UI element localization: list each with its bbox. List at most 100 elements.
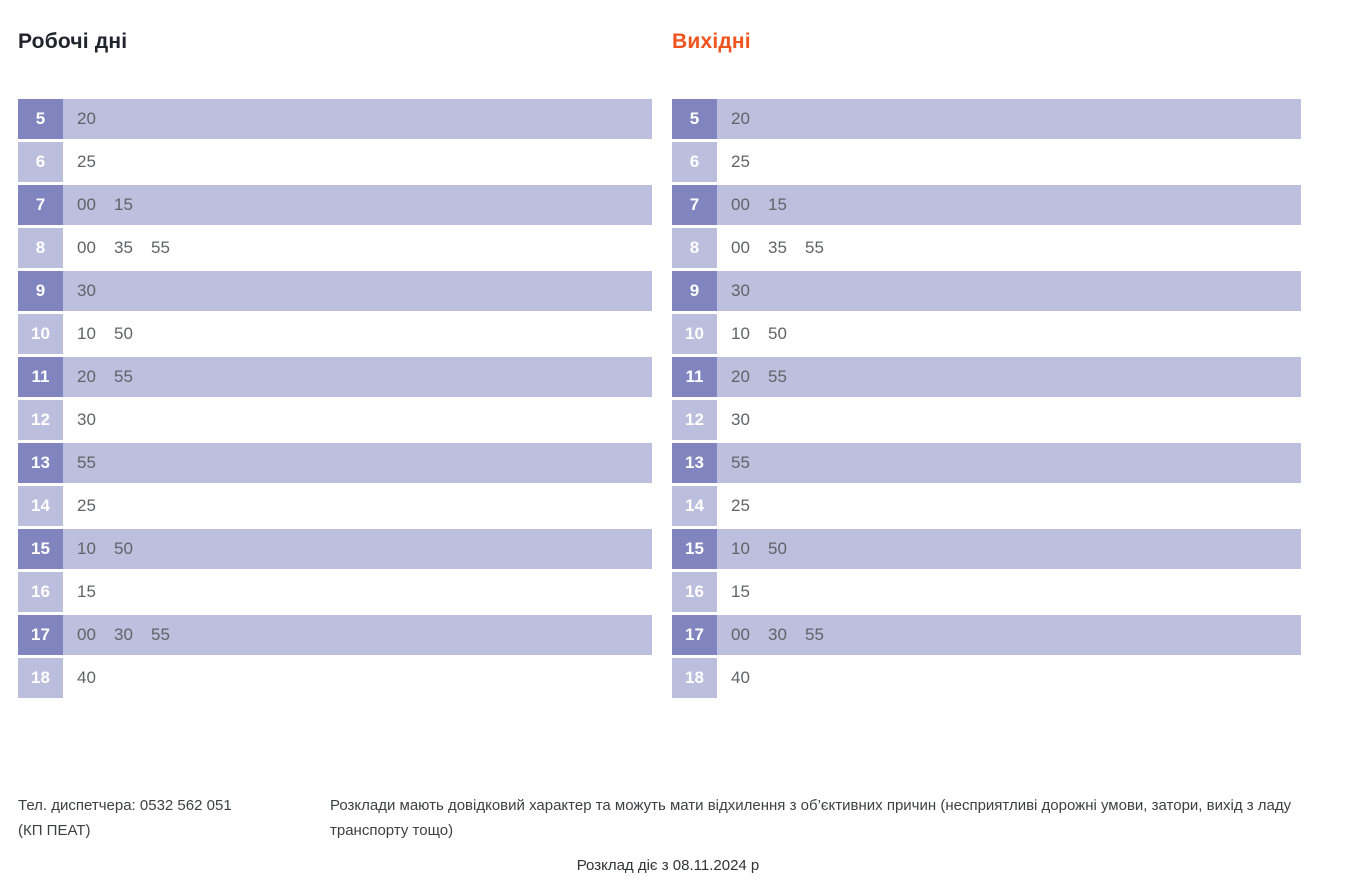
minute-value: 35 (114, 238, 133, 257)
dispatcher-company: (КП ПЕАТ) (18, 822, 91, 839)
hour-badge: 17 (18, 615, 63, 655)
minutes-cell: 25 (717, 486, 1301, 526)
minute-value: 55 (77, 453, 96, 472)
minutes-cell: 15 (63, 572, 652, 612)
minute-value: 15 (77, 582, 96, 601)
minute-value: 15 (768, 195, 787, 214)
schedule-row: 14 25 (18, 486, 652, 526)
hour-badge: 11 (672, 357, 717, 397)
schedule-row: 12 30 (672, 400, 1301, 440)
schedule-row: 17 00 30 55 (18, 615, 652, 655)
weekends-title: Вихідні (672, 30, 751, 53)
schedule-row: 6 25 (672, 142, 1301, 182)
hour-badge: 15 (672, 529, 717, 569)
minutes-cell: 25 (717, 142, 1301, 182)
schedule-row: 8 00 35 55 (672, 228, 1301, 268)
minute-value: 10 (77, 324, 96, 343)
minute-value: 55 (151, 238, 170, 257)
minutes-cell: 30 (717, 271, 1301, 311)
hour-badge: 11 (18, 357, 63, 397)
minutes-cell: 30 (63, 400, 652, 440)
hour-badge: 13 (672, 443, 717, 483)
schedule-row: 10 10 50 (672, 314, 1301, 354)
schedule-row: 17 00 30 55 (672, 615, 1301, 655)
minute-value: 25 (731, 496, 750, 515)
minute-value: 50 (114, 539, 133, 558)
schedule-row: 5 20 (18, 99, 652, 139)
minute-value: 50 (768, 539, 787, 558)
minute-value: 50 (114, 324, 133, 343)
hour-badge: 14 (18, 486, 63, 526)
minutes-cell: 25 (63, 142, 652, 182)
minutes-cell: 40 (63, 658, 652, 698)
minute-value: 30 (77, 281, 96, 300)
hour-badge: 12 (18, 400, 63, 440)
minute-value: 30 (768, 625, 787, 644)
minutes-cell: 20 55 (717, 357, 1301, 397)
weekends-schedule-table: 5 20 6 25 7 00 15 8 00 35 55 9 30 10 10 50 11 20 55 12 30 13 5… (672, 99, 1301, 701)
schedule-row: 13 55 (18, 443, 652, 483)
schedule-row: 7 00 15 (672, 185, 1301, 225)
minutes-cell: 25 (63, 486, 652, 526)
minute-value: 30 (77, 410, 96, 429)
weekdays-title: Робочі дні (18, 30, 128, 53)
hour-badge: 6 (672, 142, 717, 182)
minute-value: 10 (77, 539, 96, 558)
minute-value: 55 (731, 453, 750, 472)
hour-badge: 13 (18, 443, 63, 483)
hour-badge: 15 (18, 529, 63, 569)
schedule-row: 9 30 (18, 271, 652, 311)
minute-value: 55 (805, 625, 824, 644)
schedule-row: 5 20 (672, 99, 1301, 139)
minutes-cell: 55 (63, 443, 652, 483)
minute-value: 00 (731, 238, 750, 257)
hour-badge: 18 (672, 658, 717, 698)
minute-value: 40 (731, 668, 750, 687)
schedule-row: 16 15 (672, 572, 1301, 612)
schedule-row: 9 30 (672, 271, 1301, 311)
minute-value: 00 (731, 195, 750, 214)
schedule-row: 6 25 (18, 142, 652, 182)
minute-value: 50 (768, 324, 787, 343)
minutes-cell: 55 (717, 443, 1301, 483)
hour-badge: 16 (18, 572, 63, 612)
footer: Тел. диспетчера: 0532 562 051 (КП ПЕАТ) … (18, 793, 1357, 843)
schedule-row: 11 20 55 (18, 357, 652, 397)
minutes-cell: 20 55 (63, 357, 652, 397)
minute-value: 30 (114, 625, 133, 644)
minute-value: 10 (731, 324, 750, 343)
hour-badge: 9 (672, 271, 717, 311)
hour-badge: 12 (672, 400, 717, 440)
minute-value: 20 (77, 109, 96, 128)
minute-value: 00 (77, 625, 96, 644)
schedule-row: 18 40 (18, 658, 652, 698)
schedule-row: 14 25 (672, 486, 1301, 526)
hour-badge: 17 (672, 615, 717, 655)
minute-value: 55 (151, 625, 170, 644)
hour-badge: 16 (672, 572, 717, 612)
schedule-row: 12 30 (18, 400, 652, 440)
schedule-row: 16 15 (18, 572, 652, 612)
minute-value: 20 (731, 367, 750, 386)
disclaimer-text: Розклади мають довідковий характер та мо… (330, 797, 1292, 839)
dispatcher-phone: Тел. диспетчера: 0532 562 051 (КП ПЕАТ) (18, 793, 330, 843)
minute-value: 35 (768, 238, 787, 257)
minutes-cell: 10 50 (63, 529, 652, 569)
minute-value: 55 (805, 238, 824, 257)
minute-value: 00 (77, 238, 96, 257)
tables-row: 5 20 6 25 7 00 15 8 00 35 55 9 30 10 10 50 11 20 55 12 30 13 5… (18, 99, 1357, 701)
hour-badge: 7 (18, 185, 63, 225)
minute-value: 00 (731, 625, 750, 644)
schedule-row: 13 55 (672, 443, 1301, 483)
hour-badge: 5 (672, 99, 717, 139)
minutes-cell: 00 35 55 (63, 228, 652, 268)
schedule-row: 15 10 50 (18, 529, 652, 569)
hour-badge: 9 (18, 271, 63, 311)
minutes-cell: 10 50 (717, 314, 1301, 354)
minute-value: 55 (768, 367, 787, 386)
minutes-cell: 40 (717, 658, 1301, 698)
minute-value: 15 (114, 195, 133, 214)
hour-badge: 14 (672, 486, 717, 526)
minute-value: 25 (77, 496, 96, 515)
minute-value: 10 (731, 539, 750, 558)
